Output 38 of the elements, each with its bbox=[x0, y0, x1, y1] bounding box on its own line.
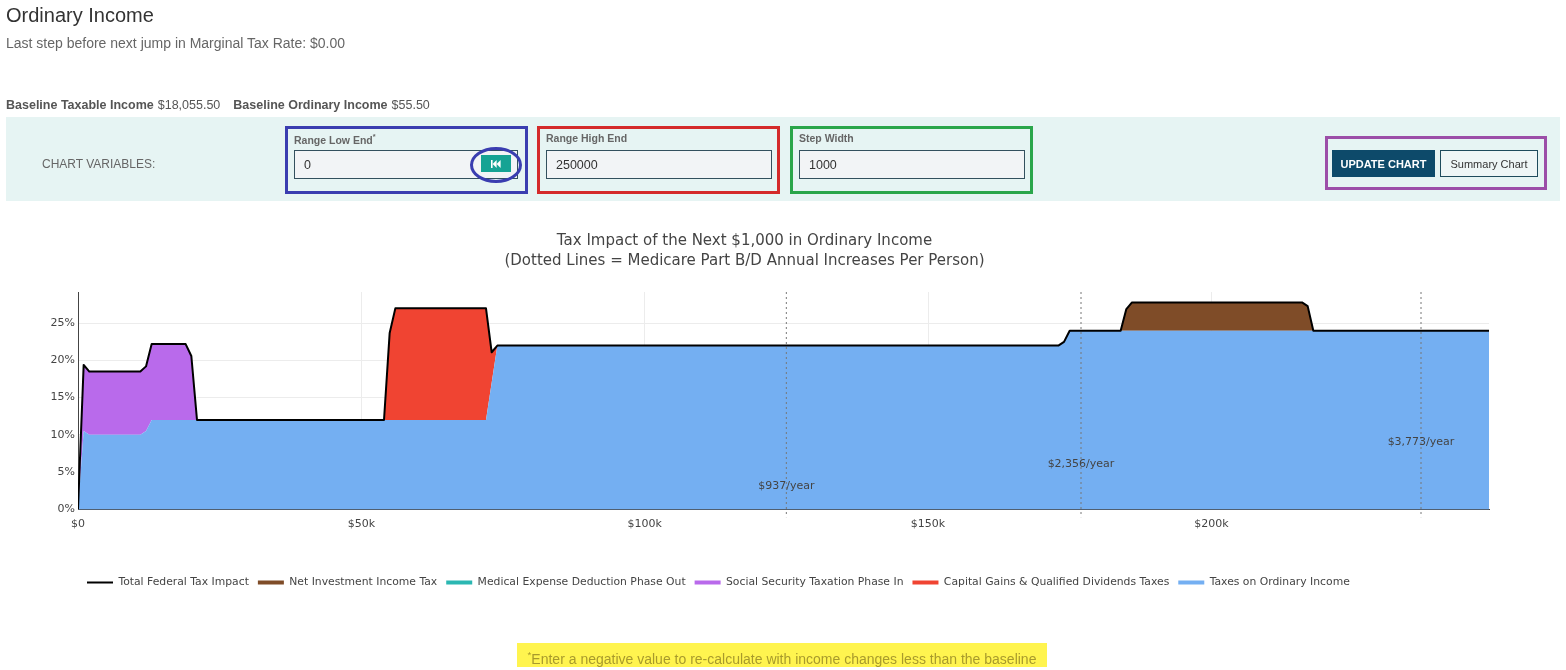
legend-label: Social Security Taxation Phase In bbox=[726, 575, 904, 589]
legend-label: Taxes on Ordinary Income bbox=[1208, 575, 1351, 589]
x-tick-label: $100k bbox=[627, 516, 663, 530]
text: Step Width bbox=[799, 132, 854, 144]
y-tick-label: 10% bbox=[50, 427, 75, 441]
y-tick-label: 25% bbox=[50, 316, 75, 330]
text: $18,055.50 bbox=[157, 98, 221, 112]
text: 0 bbox=[294, 150, 518, 179]
text: Baseline Taxable Income bbox=[6, 98, 154, 112]
text: Range High End bbox=[546, 132, 628, 144]
chart-title: Tax Impact of the Next $1,000 in Ordinary Income bbox=[555, 230, 933, 249]
text: Summary Chart bbox=[1440, 150, 1538, 177]
y-tick-label: 20% bbox=[50, 353, 75, 367]
legend-label: Total Federal Tax Impact bbox=[117, 575, 249, 589]
text: $55.50 bbox=[391, 98, 430, 112]
text: $^{*}$Enter a negative value to re-calculate with income changes less than the baseline bbox=[517, 643, 1047, 667]
chart-subtitle: (Dotted Lines = Medicare Part B/D Annual Increases Per Person) bbox=[504, 250, 985, 269]
text: Ordinary Income bbox=[6, 4, 154, 27]
ref-line-label: $937/year bbox=[758, 479, 815, 493]
text: CHART VARIABLES: bbox=[42, 157, 156, 171]
y-tick-label: 5% bbox=[57, 464, 75, 478]
text: UPDATE CHART bbox=[1332, 150, 1435, 177]
x-tick-label: $0 bbox=[71, 516, 85, 530]
text: Last step before next jump in Marginal Tax Rate: $0.00 bbox=[6, 35, 346, 51]
text: Baseline Ordinary Income bbox=[233, 98, 388, 112]
y-tick-label: 15% bbox=[50, 390, 75, 404]
x-tick-label: $150k bbox=[910, 516, 946, 530]
x-tick-label: $50k bbox=[347, 516, 376, 530]
y-tick-label: 0% bbox=[57, 502, 75, 516]
legend-label: Medical Expense Deduction Phase Out bbox=[477, 575, 686, 589]
text: Range Low End$^{*}$ bbox=[294, 132, 376, 146]
text: 250000 bbox=[546, 150, 772, 179]
ref-line-label: $2,356/year bbox=[1047, 457, 1115, 471]
text: 1000 bbox=[799, 150, 1025, 179]
legend-label: Capital Gains & Qualified Dividends Taxes bbox=[943, 575, 1170, 589]
x-tick-label: $200k bbox=[1194, 516, 1230, 530]
legend-label: Net Investment Income Tax bbox=[289, 575, 438, 589]
ref-line-label: $3,773/year bbox=[1387, 435, 1455, 449]
